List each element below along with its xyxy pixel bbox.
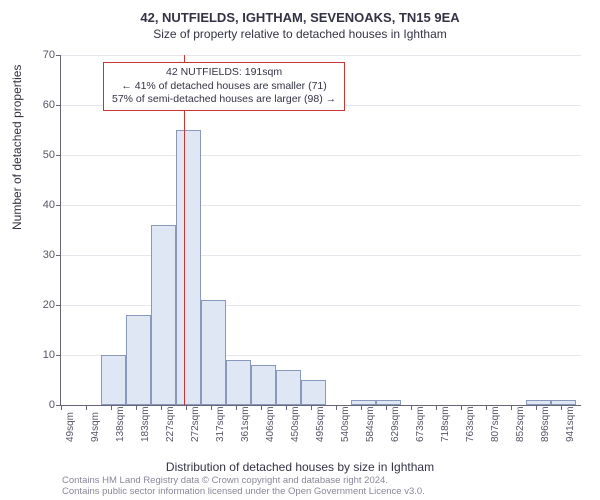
xtick-label: 317sqm: [215, 406, 226, 442]
xtick-label: 763sqm: [465, 406, 476, 442]
xtick-label: 941sqm: [565, 406, 576, 442]
histogram-bar: [276, 370, 301, 405]
ytick-label: 60: [25, 99, 55, 111]
xtick-mark: [336, 405, 337, 410]
xtick-label: 450sqm: [290, 406, 301, 442]
xtick-label: 896sqm: [540, 406, 551, 442]
xtick-mark: [511, 405, 512, 410]
xtick-label: 852sqm: [515, 406, 526, 442]
annotation-line2: ← 41% of detached houses are smaller (71…: [112, 80, 336, 94]
histogram-bar: [101, 355, 126, 405]
xtick-mark: [486, 405, 487, 410]
reference-annotation: 42 NUTFIELDS: 191sqm ← 41% of detached h…: [103, 62, 345, 111]
ytick-mark: [56, 205, 61, 206]
xtick-label: 540sqm: [340, 406, 351, 442]
ytick-mark: [56, 155, 61, 156]
y-axis-label: Number of detached properties: [10, 65, 24, 230]
gridline: [61, 255, 581, 256]
xtick-label: 94sqm: [90, 412, 101, 442]
ytick-label: 40: [25, 199, 55, 211]
xtick-label: 673sqm: [415, 406, 426, 442]
xtick-label: 183sqm: [140, 406, 151, 442]
xtick-mark: [286, 405, 287, 410]
ytick-label: 0: [25, 399, 55, 411]
xtick-mark: [411, 405, 412, 410]
histogram-bar: [351, 400, 376, 405]
ytick-label: 70: [25, 49, 55, 61]
histogram-bar: [526, 400, 551, 405]
xtick-mark: [561, 405, 562, 410]
ytick-label: 50: [25, 149, 55, 161]
xtick-mark: [86, 405, 87, 410]
ytick-label: 20: [25, 299, 55, 311]
plot-region: 01020304050607049sqm94sqm138sqm183sqm227…: [60, 55, 581, 406]
xtick-label: 495sqm: [315, 406, 326, 442]
xtick-label: 406sqm: [265, 406, 276, 442]
x-axis-label: Distribution of detached houses by size …: [0, 460, 600, 474]
xtick-mark: [111, 405, 112, 410]
histogram-bar: [376, 400, 401, 405]
ytick-mark: [56, 105, 61, 106]
xtick-mark: [161, 405, 162, 410]
ytick-mark: [56, 305, 61, 306]
xtick-mark: [236, 405, 237, 410]
xtick-label: 584sqm: [365, 406, 376, 442]
chart-title: 42, NUTFIELDS, IGHTHAM, SEVENOAKS, TN15 …: [0, 0, 600, 25]
footer-attribution: Contains HM Land Registry data © Crown c…: [62, 476, 425, 497]
ytick-label: 30: [25, 249, 55, 261]
xtick-label: 272sqm: [190, 406, 201, 442]
xtick-mark: [261, 405, 262, 410]
ytick-mark: [56, 355, 61, 356]
histogram-bar: [201, 300, 226, 405]
xtick-mark: [536, 405, 537, 410]
gridline: [61, 55, 581, 56]
xtick-label: 227sqm: [165, 406, 176, 442]
gridline: [61, 205, 581, 206]
xtick-mark: [311, 405, 312, 410]
xtick-mark: [386, 405, 387, 410]
histogram-bar: [251, 365, 276, 405]
footer-line1: Contains HM Land Registry data © Crown c…: [62, 476, 425, 486]
xtick-mark: [186, 405, 187, 410]
xtick-label: 629sqm: [390, 406, 401, 442]
xtick-mark: [461, 405, 462, 410]
gridline: [61, 305, 581, 306]
xtick-label: 807sqm: [490, 406, 501, 442]
annotation-line1: 42 NUTFIELDS: 191sqm: [112, 66, 336, 80]
xtick-mark: [361, 405, 362, 410]
histogram-bar: [176, 130, 201, 405]
annotation-line3: 57% of semi-detached houses are larger (…: [112, 93, 336, 107]
ytick-mark: [56, 55, 61, 56]
chart-subtitle: Size of property relative to detached ho…: [0, 25, 600, 41]
chart-container: 42, NUTFIELDS, IGHTHAM, SEVENOAKS, TN15 …: [0, 0, 600, 500]
chart-area: 01020304050607049sqm94sqm138sqm183sqm227…: [60, 55, 580, 405]
xtick-label: 361sqm: [240, 406, 251, 442]
xtick-mark: [136, 405, 137, 410]
xtick-mark: [61, 405, 62, 410]
xtick-mark: [436, 405, 437, 410]
histogram-bar: [126, 315, 151, 405]
ytick-label: 10: [25, 349, 55, 361]
histogram-bar: [301, 380, 326, 405]
xtick-label: 718sqm: [440, 406, 451, 442]
ytick-mark: [56, 255, 61, 256]
xtick-label: 49sqm: [65, 412, 76, 442]
histogram-bar: [551, 400, 576, 405]
footer-line2: Contains public sector information licen…: [62, 487, 425, 497]
xtick-mark: [211, 405, 212, 410]
histogram-bar: [226, 360, 251, 405]
xtick-label: 138sqm: [115, 406, 126, 442]
histogram-bar: [151, 225, 176, 405]
gridline: [61, 155, 581, 156]
